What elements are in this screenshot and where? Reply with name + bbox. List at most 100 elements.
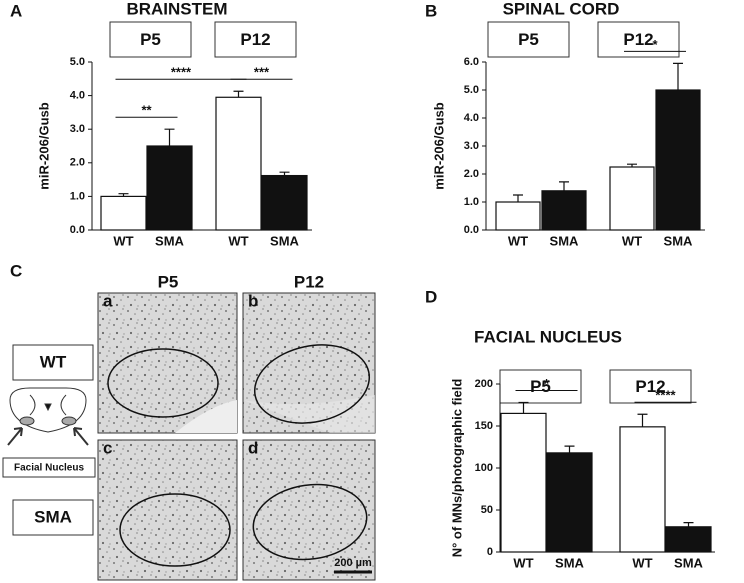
tissue-edge bbox=[175, 400, 237, 433]
panel-letter: D bbox=[425, 287, 437, 306]
y-tick-label: 0 bbox=[487, 546, 493, 558]
y-tick-label: 5.0 bbox=[464, 84, 479, 96]
y-tick-label: 3.0 bbox=[70, 123, 85, 135]
column-label: P12 bbox=[294, 272, 324, 291]
error-bar bbox=[518, 401, 529, 414]
bar bbox=[100, 195, 147, 231]
image-label: d bbox=[248, 438, 258, 457]
group-label: P12 bbox=[240, 30, 270, 49]
bar bbox=[541, 190, 587, 231]
bar bbox=[609, 166, 655, 231]
row-box bbox=[12, 344, 94, 381]
error-bar bbox=[673, 62, 683, 90]
error-bar bbox=[233, 90, 244, 98]
y-tick-label: 200 bbox=[475, 378, 493, 390]
error-bar bbox=[683, 522, 694, 527]
diagram-box bbox=[2, 457, 96, 478]
x-tick-label: WT bbox=[622, 233, 642, 248]
nucleus-outline bbox=[107, 348, 219, 418]
x-tick-label: SMA bbox=[550, 233, 580, 248]
bar bbox=[619, 426, 666, 553]
y-tick-label: 1.0 bbox=[464, 196, 479, 208]
panel-letter: A bbox=[10, 1, 22, 20]
y-tick-label: 1.0 bbox=[70, 190, 85, 202]
x-tick-label: SMA bbox=[664, 233, 694, 248]
micrograph bbox=[97, 439, 238, 581]
column-label: P5 bbox=[158, 272, 179, 291]
nucleus-outline bbox=[119, 493, 231, 567]
micrograph bbox=[242, 439, 376, 581]
image-label: c bbox=[103, 438, 112, 457]
y-tick-label: 4.0 bbox=[70, 90, 85, 102]
x-tick-label: SMA bbox=[555, 555, 585, 570]
y-tick-label: 6.0 bbox=[464, 56, 479, 68]
x-tick-label: WT bbox=[632, 555, 652, 570]
group-label: P5 bbox=[518, 30, 539, 49]
nucleus-outline bbox=[252, 483, 368, 561]
chart-title: FACIAL NUCLEUS bbox=[474, 327, 622, 346]
x-tick-label: WT bbox=[508, 233, 528, 248]
y-axis-label: N° of MNs/photographic field bbox=[449, 379, 464, 558]
bar bbox=[665, 526, 712, 553]
image-label: b bbox=[248, 291, 258, 310]
error-bar bbox=[637, 413, 648, 427]
significance-label: * bbox=[652, 37, 658, 52]
error-bar bbox=[564, 445, 575, 453]
x-tick-label: SMA bbox=[155, 233, 185, 248]
tissue-edge bbox=[243, 395, 375, 433]
y-tick-label: 4.0 bbox=[464, 112, 479, 124]
bar bbox=[146, 145, 193, 231]
y-tick-label: 0.0 bbox=[464, 224, 479, 236]
x-tick-label: SMA bbox=[270, 233, 300, 248]
y-tick-label: 3.0 bbox=[464, 140, 479, 152]
row-box bbox=[12, 499, 94, 536]
significance-label: ** bbox=[141, 103, 152, 118]
scale-label: 200 µm bbox=[334, 557, 372, 569]
group-box bbox=[109, 21, 192, 58]
group-label: P5 bbox=[530, 377, 551, 396]
x-tick-label: WT bbox=[228, 233, 248, 248]
y-tick-label: 0.0 bbox=[70, 224, 85, 236]
chart-title: BRAINSTEM bbox=[126, 0, 227, 18]
x-tick-label: SMA bbox=[674, 555, 704, 570]
error-bar bbox=[627, 163, 637, 167]
diagram-label: Facial Nucleus bbox=[14, 463, 84, 474]
significance-label: **** bbox=[655, 388, 676, 403]
significance-label: **** bbox=[171, 65, 192, 80]
group-box bbox=[487, 21, 570, 58]
brainstem-diagram bbox=[7, 387, 89, 446]
error-bar bbox=[279, 171, 290, 176]
y-tick-label: 100 bbox=[475, 462, 493, 474]
bar bbox=[655, 89, 701, 231]
bar bbox=[500, 412, 547, 553]
significance-label: *** bbox=[254, 65, 270, 80]
bar bbox=[261, 174, 308, 231]
y-tick-label: 5.0 bbox=[70, 56, 85, 68]
group-label: P5 bbox=[140, 30, 161, 49]
x-tick-label: WT bbox=[113, 233, 133, 248]
y-tick-label: 50 bbox=[481, 504, 493, 516]
row-label: SMA bbox=[34, 507, 72, 526]
bar bbox=[215, 96, 262, 231]
y-tick-label: 2.0 bbox=[70, 157, 85, 169]
error-bar bbox=[164, 128, 175, 146]
panel-letter: C bbox=[10, 261, 22, 280]
error-bar bbox=[513, 194, 523, 202]
y-tick-label: 150 bbox=[475, 420, 493, 432]
bar bbox=[495, 201, 541, 231]
y-tick-label: 2.0 bbox=[464, 168, 479, 180]
error-bar bbox=[559, 181, 569, 191]
nucleus-outline bbox=[253, 344, 371, 424]
image-label: a bbox=[103, 291, 113, 310]
group-label: P12 bbox=[635, 377, 665, 396]
bar bbox=[546, 452, 593, 553]
group-box bbox=[609, 369, 692, 404]
y-axis-label: miR-206/Gusb bbox=[36, 102, 51, 189]
panel-c: C P5 P12 a b c d 200 µm WT SMA Facial bbox=[2, 261, 376, 581]
group-label: P12 bbox=[623, 30, 653, 49]
significance-label: * bbox=[544, 376, 550, 391]
group-box bbox=[499, 369, 582, 404]
panel-letter: B bbox=[425, 1, 437, 20]
group-box bbox=[214, 21, 297, 58]
